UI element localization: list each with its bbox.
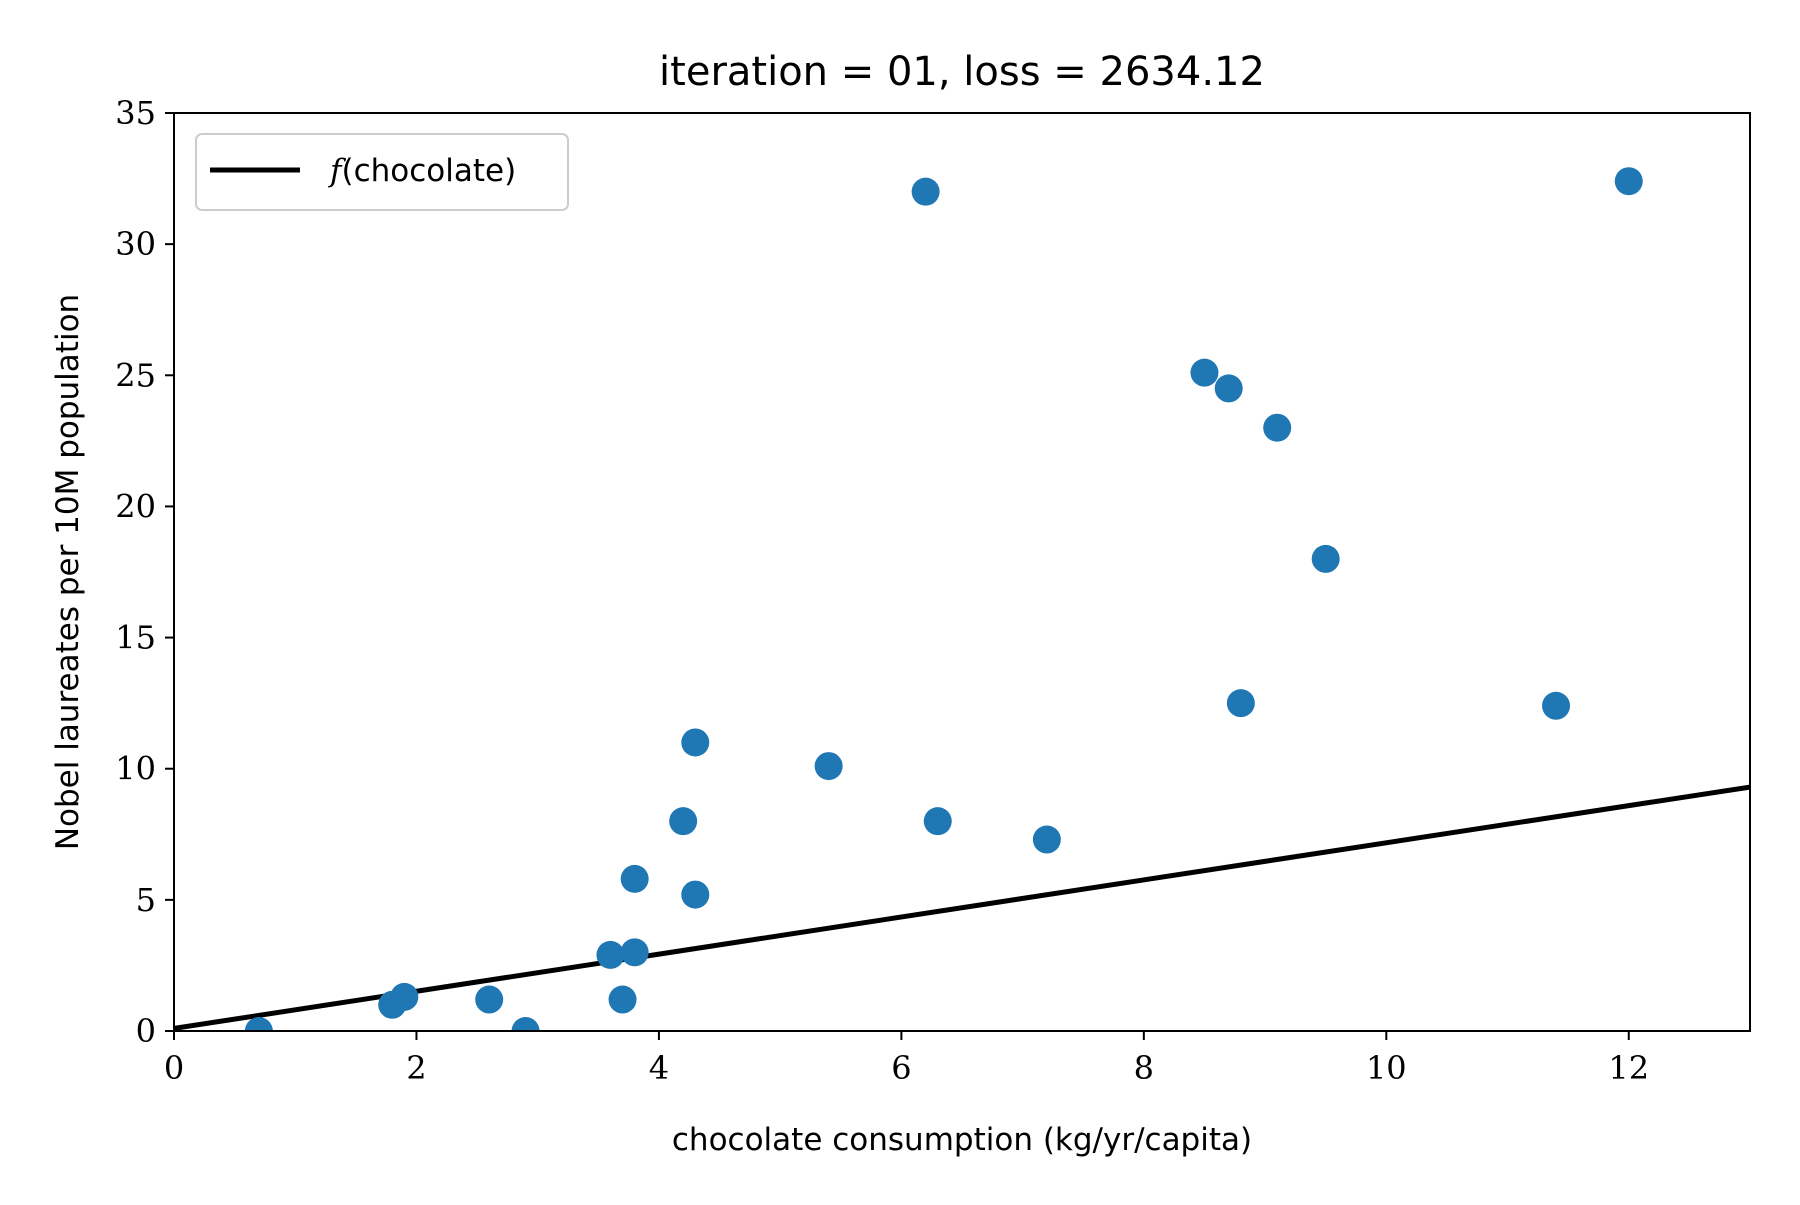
x-tick-label: 0 xyxy=(164,1049,184,1087)
scatter-point xyxy=(814,752,843,781)
scatter-point xyxy=(1226,689,1255,718)
scatter-point xyxy=(681,880,710,909)
y-tick-label: 5 xyxy=(136,881,156,919)
y-tick-label: 20 xyxy=(115,487,156,525)
x-tick-label: 10 xyxy=(1366,1049,1407,1087)
scatter-point xyxy=(1214,374,1243,403)
x-tick-label: 6 xyxy=(891,1049,911,1087)
scatter-point xyxy=(1614,167,1643,196)
x-tick-label: 8 xyxy=(1134,1049,1154,1087)
scatter-point xyxy=(1542,691,1571,720)
scatter-point xyxy=(475,985,504,1014)
scatter-point xyxy=(244,1017,273,1031)
x-axis-ticks: 0 2 4 6 8 10 12 xyxy=(164,1031,1649,1087)
x-axis-label: chocolate consumption (kg/yr/capita) xyxy=(672,1122,1252,1158)
fit-line xyxy=(174,784,1750,1031)
scatter-point xyxy=(669,807,698,836)
fit-line-layer xyxy=(174,784,1750,1031)
scatter-point xyxy=(923,807,952,836)
y-axis-ticks: 0 5 10 15 20 25 30 35 xyxy=(115,94,174,1050)
scatter-points-layer xyxy=(244,167,1643,1031)
y-tick-label: 15 xyxy=(115,619,156,657)
y-tick-label: 30 xyxy=(115,225,156,263)
x-tick-label: 4 xyxy=(649,1049,669,1087)
scatter-point xyxy=(608,985,637,1014)
legend-entry-label: f(chocolate) xyxy=(328,153,516,189)
legend: f(chocolate) xyxy=(195,133,569,211)
plot-frame xyxy=(173,112,1751,1032)
chart-title: iteration = 01, loss = 2634.12 xyxy=(659,49,1265,95)
y-tick-label: 35 xyxy=(115,94,156,132)
y-tick-label: 0 xyxy=(136,1012,156,1050)
scatter-point xyxy=(1190,358,1219,387)
scatter-point xyxy=(1032,825,1061,854)
y-tick-label: 25 xyxy=(115,356,156,394)
y-tick-label: 10 xyxy=(115,750,156,788)
scatter-point xyxy=(1263,413,1292,442)
legend-entry-argument: (chocolate) xyxy=(341,153,516,189)
scatter-point xyxy=(620,938,649,967)
scatter-point xyxy=(596,940,625,969)
scatter-point xyxy=(390,982,419,1011)
x-tick-label: 2 xyxy=(406,1049,426,1087)
x-tick-label: 12 xyxy=(1608,1049,1649,1087)
scatter-point xyxy=(681,728,710,757)
scatter-point xyxy=(620,864,649,893)
scatter-point xyxy=(511,1017,540,1031)
scatter-point xyxy=(911,177,940,206)
legend-box xyxy=(195,133,569,211)
y-axis-label: Nobel laureates per 10M population xyxy=(50,294,86,850)
scatter-point xyxy=(1311,544,1340,573)
